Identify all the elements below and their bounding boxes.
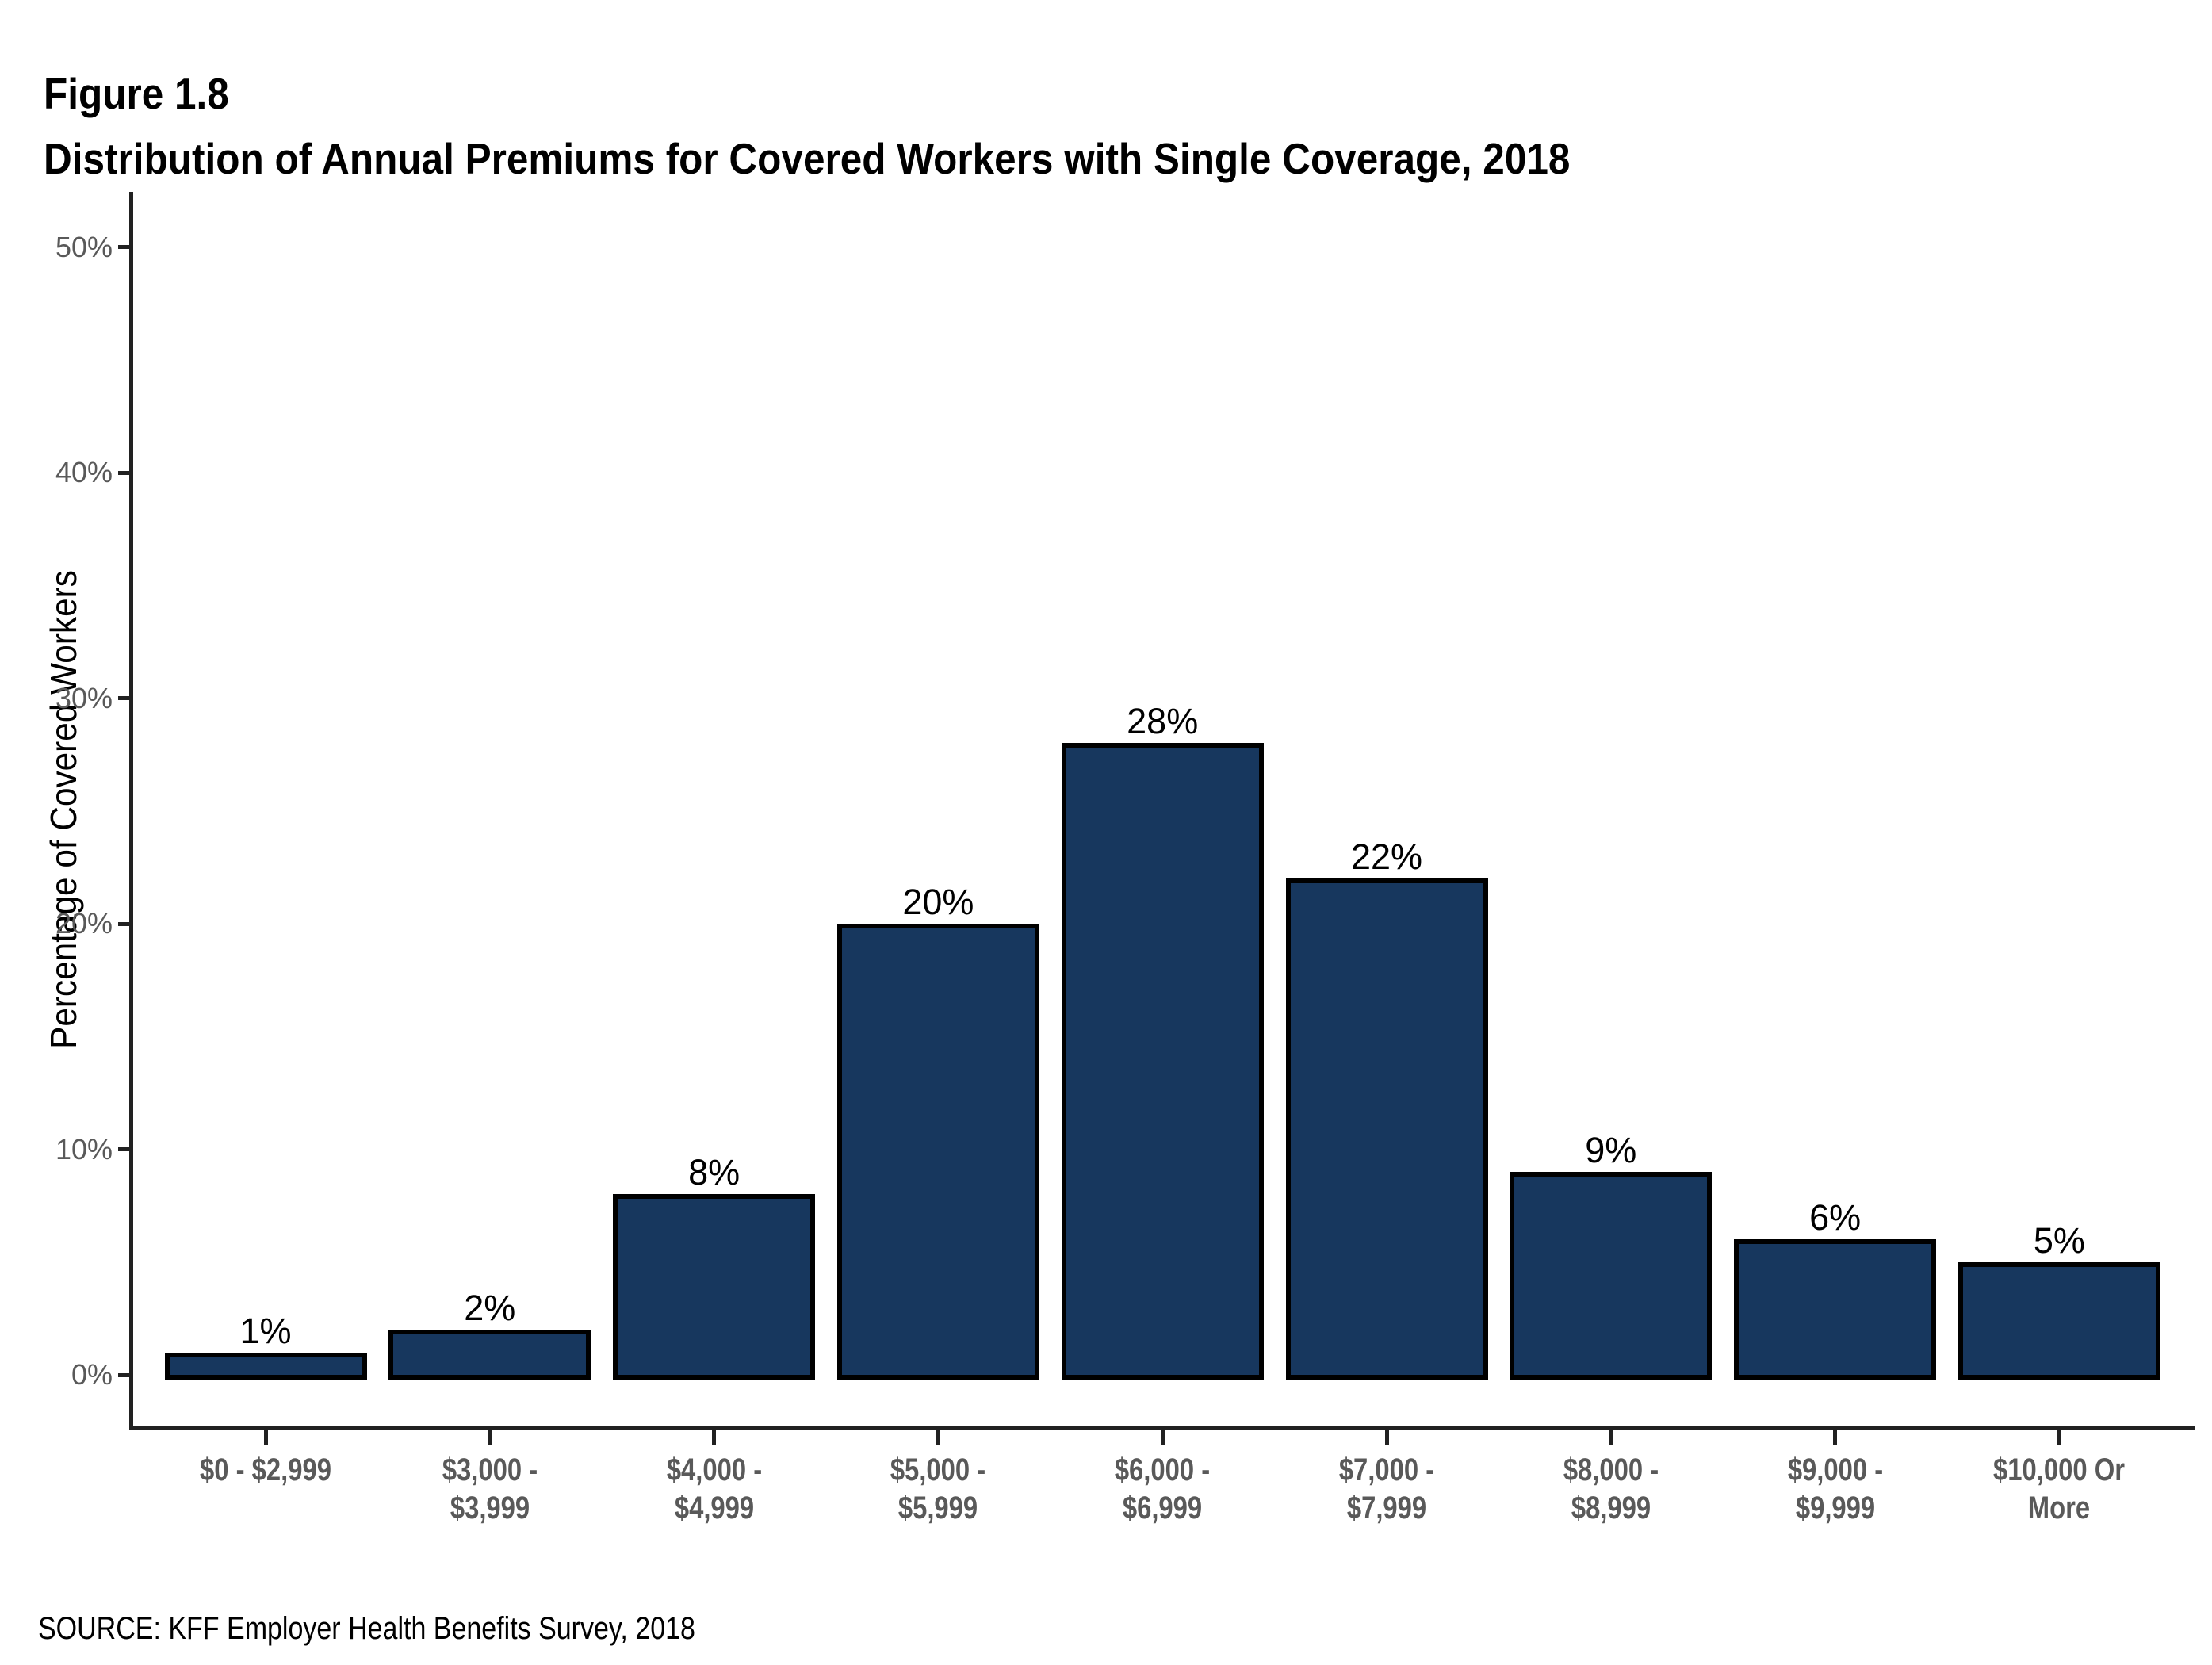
y-tick-label: 0% [71,1358,113,1391]
bar-value-label: 20% [902,882,974,922]
source-note: SOURCE: KFF Employer Health Benefits Sur… [38,1611,695,1646]
y-axis-line [129,192,133,1430]
x-category-label-line: $10,000 Or [1993,1453,2126,1487]
x-axis-line [129,1426,2195,1430]
x-tick [936,1430,940,1445]
x-category-label: $8,000 - $8,999 [1519,1451,1702,1527]
y-tick-label: 50% [55,230,113,263]
bar-value-label: 8% [688,1152,741,1193]
bar [613,1194,816,1380]
x-tick [263,1430,268,1445]
bar [1061,743,1264,1380]
bar [164,1352,367,1380]
x-category-label-line: $3,000 - [442,1453,538,1487]
x-category-label-line: $6,000 - [1115,1453,1211,1487]
bar [836,924,1039,1380]
x-category-label-line: $4,000 - [666,1453,762,1487]
x-category-label-line: $5,999 [898,1491,978,1525]
bar-value-label: 28% [1127,701,1199,742]
bar-value-label: 1% [239,1310,292,1351]
x-category-label: $10,000 Or More [1968,1451,2151,1527]
bar [1285,878,1488,1380]
y-tick [118,1147,129,1151]
y-tick [118,470,129,475]
x-tick [1384,1430,1389,1445]
x-tick [1160,1430,1165,1445]
y-tick-label: 20% [55,907,113,940]
x-category-label: $9,000 - $9,999 [1743,1451,1927,1527]
bar [388,1330,591,1380]
x-tick [712,1430,717,1445]
bar-value-label: 5% [2033,1219,2085,1261]
chart-title: Distribution of Annual Premiums for Cove… [44,134,1571,183]
x-tick [1833,1430,1838,1445]
figure-number: Figure 1.8 [44,69,229,118]
bar-value-label: 9% [1585,1129,1637,1170]
x-tick [488,1430,492,1445]
x-category-label-line: $6,999 [1123,1491,1203,1525]
x-tick [2057,1430,2061,1445]
y-tick-label: 30% [55,681,113,714]
x-category-label-line: $3,999 [450,1491,530,1525]
x-category-label: $3,000 - $3,999 [398,1451,581,1527]
x-category-label-line: $4,999 [674,1491,754,1525]
x-category-label-line: $9,000 - [1787,1453,1883,1487]
y-tick-label: 10% [55,1132,113,1166]
bar-value-label: 2% [464,1288,516,1329]
x-category-label-line: $8,000 - [1563,1453,1659,1487]
x-category-label: $4,000 - $4,999 [622,1451,806,1527]
x-category-label: $7,000 - $7,999 [1295,1451,1478,1527]
bar [1734,1239,1937,1380]
x-tick [1609,1430,1613,1445]
y-tick [118,245,129,249]
x-category-label: $0 - $2,999 [174,1451,357,1489]
x-category-label-line: $0 - $2,999 [200,1453,331,1487]
y-tick [118,1372,129,1377]
x-category-label-line: $8,999 [1571,1491,1651,1525]
x-category-label-line: More [2028,1491,2091,1525]
bar-value-label: 6% [1809,1197,1862,1238]
bar-value-label: 22% [1350,836,1423,878]
x-category-label-line: $7,999 [1346,1491,1427,1525]
x-category-label-line: $9,999 [1795,1491,1875,1525]
y-tick-label: 40% [55,456,113,488]
x-category-label-line: $5,000 - [890,1453,986,1487]
bar [1510,1171,1713,1380]
y-tick [118,921,129,926]
bar [1958,1261,2160,1380]
y-tick [118,696,129,700]
x-category-label-line: $7,000 - [1338,1453,1435,1487]
x-category-label: $5,000 - $5,999 [847,1451,1030,1527]
x-category-label: $6,000 - $6,999 [1071,1451,1254,1527]
